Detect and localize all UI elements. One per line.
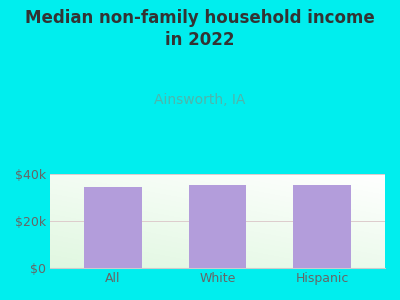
Text: Median non-family household income
in 2022: Median non-family household income in 20… bbox=[25, 9, 375, 49]
Bar bbox=[294, 185, 351, 268]
Text: Ainsworth, IA: Ainsworth, IA bbox=[154, 93, 246, 107]
Bar bbox=[84, 187, 142, 268]
Bar bbox=[189, 185, 246, 268]
